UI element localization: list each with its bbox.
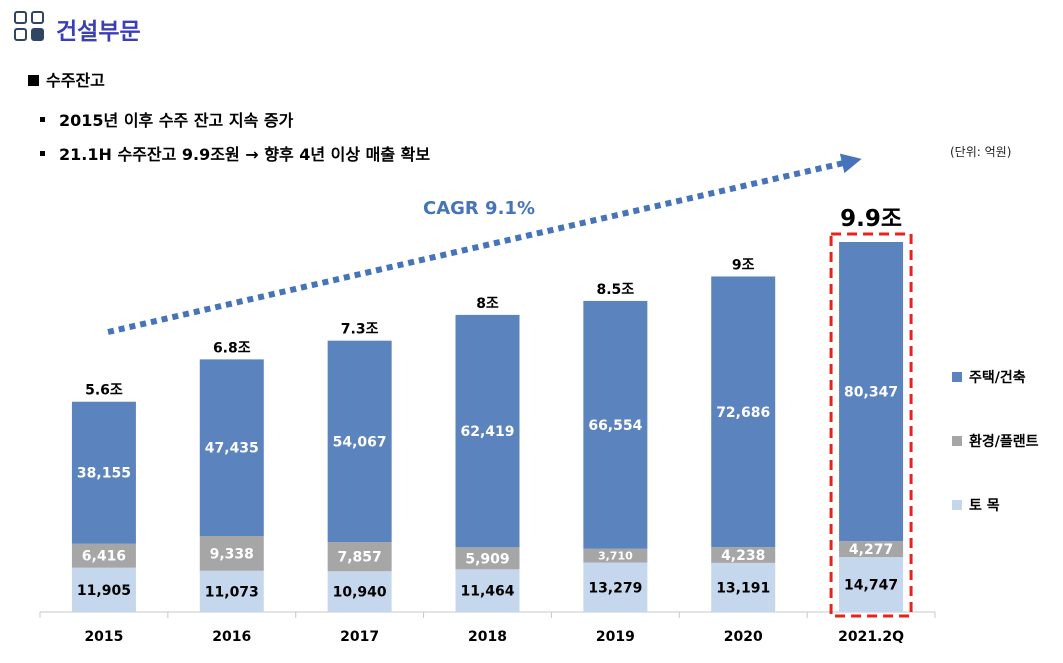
data-label-housing: 66,554 [588, 418, 642, 434]
total-label: 8조 [476, 296, 499, 312]
bar-segment-civil [455, 569, 520, 612]
bar-segment-environment [199, 536, 264, 571]
bar-segment-housing [583, 300, 648, 549]
data-label-environment: 7,857 [337, 550, 381, 566]
x-tick-label: 2021.2Q [838, 629, 904, 645]
legend-swatch-housing [952, 372, 962, 382]
total-label: 9.9조 [840, 206, 902, 232]
bar-segment-civil [583, 562, 648, 612]
legend-label-housing: 주택/건축 [969, 370, 1026, 386]
bar-segment-housing [199, 359, 264, 537]
bar-segment-civil [327, 571, 392, 612]
legend-item-environment: 환경/플랜트 [952, 431, 1039, 451]
highlight-box [829, 232, 913, 618]
cagr-arrowhead-icon [839, 153, 862, 174]
data-label-housing: 47,435 [205, 441, 259, 457]
x-tick-label: 2016 [212, 629, 251, 645]
bar-segment-environment [711, 547, 776, 563]
bar-segment-housing [839, 242, 904, 542]
data-label-environment: 9,338 [210, 546, 254, 562]
bar-segment-environment [839, 541, 904, 558]
legend-swatch-civil [952, 500, 962, 510]
bar-segment-housing [711, 276, 776, 548]
x-tick-label: 2018 [468, 629, 507, 645]
legend-item-housing: 주택/건축 [952, 367, 1026, 387]
bar-segment-environment [71, 543, 136, 568]
data-label-housing: 38,155 [77, 466, 131, 482]
total-label: 8.5조 [597, 282, 635, 298]
x-tick-label: 2015 [84, 629, 123, 645]
bar-segment-environment [455, 547, 520, 570]
data-label-housing: 72,686 [716, 405, 770, 421]
data-label-housing: 62,419 [460, 424, 514, 440]
data-label-environment: 6,416 [82, 549, 126, 565]
data-label-housing: 80,347 [844, 385, 898, 401]
section-heading: 수주잔고 [28, 67, 105, 91]
legend-swatch-environment [952, 436, 962, 446]
data-label-housing: 54,067 [333, 434, 387, 450]
bar-segment-environment [583, 548, 648, 563]
bar-segment-civil [199, 570, 264, 612]
legend-label-environment: 환경/플랜트 [969, 434, 1039, 450]
data-label-environment: 4,277 [849, 542, 893, 558]
bar-segment-civil [71, 567, 136, 612]
data-label-environment: 5,909 [465, 551, 509, 567]
legend-label-civil: 토 목 [969, 498, 1000, 514]
total-label: 6.8조 [213, 340, 251, 356]
bullet-item-2: 21.1H 수주잔고 9.9조원 → 향후 4년 이상 매출 확보 [40, 141, 430, 165]
legend-item-civil: 토 목 [952, 495, 1000, 515]
data-label-civil: 13,191 [716, 580, 770, 596]
data-label-civil: 13,279 [588, 580, 642, 596]
data-label-civil: 11,464 [460, 584, 514, 600]
total-label: 5.6조 [85, 383, 123, 399]
bullet-text-1: 2015년 이후 수주 잔고 지속 증가 [59, 111, 294, 130]
bullet-dot-icon [40, 117, 45, 122]
data-label-civil: 11,905 [77, 583, 131, 599]
data-label-civil: 10,940 [333, 585, 387, 601]
total-label: 9조 [732, 257, 755, 273]
bar-segment-housing [455, 314, 520, 548]
bar-segment-housing [327, 340, 392, 543]
bullet-dot-icon [40, 151, 45, 156]
bar-segment-civil [711, 562, 776, 612]
bullet-item-1: 2015년 이후 수주 잔고 지속 증가 [40, 107, 293, 131]
square-bullet-icon [28, 75, 39, 86]
x-tick-label: 2020 [724, 629, 763, 645]
cagr-arrow-line [107, 159, 849, 335]
bullet-text-2: 21.1H 수주잔고 9.9조원 → 향후 4년 이상 매출 확보 [59, 145, 431, 164]
bar-segment-housing [71, 401, 136, 544]
section-label: 수주잔고 [46, 71, 105, 90]
bar-segment-environment [327, 542, 392, 572]
data-label-civil: 11,073 [205, 584, 259, 600]
data-label-environment: 4,238 [721, 548, 765, 564]
data-label-civil: 14,747 [844, 578, 898, 594]
x-tick-label: 2019 [596, 629, 635, 645]
logo-icon [14, 11, 48, 45]
page-title: 건설부문 [56, 19, 141, 45]
total-label: 7.3조 [341, 322, 379, 338]
x-tick-label: 2017 [340, 629, 379, 645]
cagr-annotation: CAGR 9.1% [423, 198, 535, 219]
unit-label: (단위: 억원) [950, 145, 1012, 159]
bar-segment-civil [839, 557, 904, 612]
data-label-environment: 3,710 [598, 550, 633, 563]
